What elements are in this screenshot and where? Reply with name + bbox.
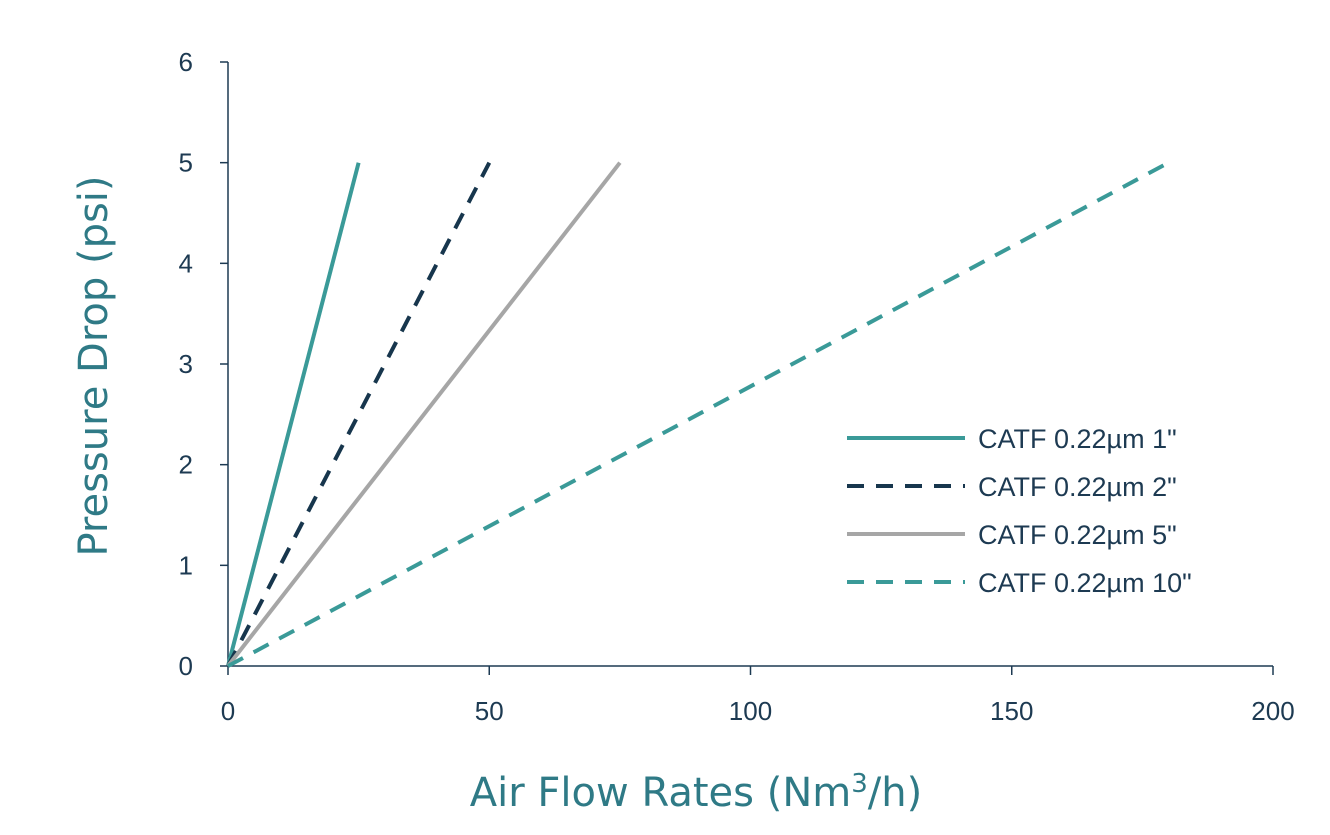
x-tick-label: 200 <box>1251 696 1294 726</box>
legend-label-3: CATF 0.22µm 5" <box>978 520 1177 550</box>
y-tick-label: 2 <box>179 450 193 480</box>
x-ticks: 0 50 100 150 200 <box>221 666 1295 726</box>
y-axis-title: Pressure Drop (psi) <box>71 175 117 556</box>
y-ticks: 0 1 2 3 4 5 6 <box>179 47 228 681</box>
x-axis-title-main: Air Flow Rates (Nm <box>470 770 851 816</box>
legend-label-1: CATF 0.22µm 1" <box>978 424 1177 454</box>
x-tick-label: 0 <box>221 696 235 726</box>
x-axis-title: Air Flow Rates (Nm3/h) <box>470 769 922 816</box>
x-tick-label: 50 <box>475 696 504 726</box>
y-tick-label: 5 <box>179 148 193 178</box>
series-line-1 <box>226 162 361 667</box>
y-tick-label: 0 <box>179 651 193 681</box>
series-line-3 <box>226 161 622 668</box>
legend-label-2: CATF 0.22µm 2" <box>978 472 1177 502</box>
x-tick-label: 150 <box>990 696 1033 726</box>
legend-label-4: CATF 0.22µm 10" <box>978 568 1192 598</box>
y-tick-label: 6 <box>179 47 193 77</box>
legend: CATF 0.22µm 1" CATF 0.22µm 2" CATF 0.22µm … <box>847 424 1192 598</box>
series-lines <box>226 160 1170 668</box>
series-line-2 <box>226 161 492 667</box>
y-tick-label: 3 <box>179 349 193 379</box>
x-axis-title-superscript: 3 <box>851 769 868 799</box>
y-tick-label: 4 <box>179 248 193 278</box>
series-line-4 <box>227 160 1170 668</box>
x-tick-label: 100 <box>729 696 772 726</box>
x-axis-title-suffix: /h) <box>868 770 922 816</box>
y-tick-label: 1 <box>179 550 193 580</box>
